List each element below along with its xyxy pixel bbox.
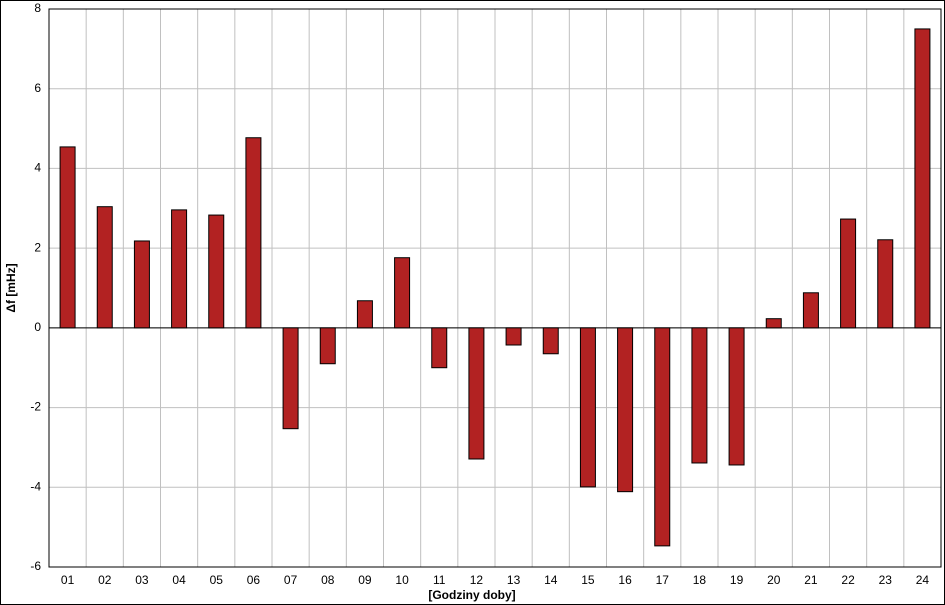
x-tick-label: 14: [544, 573, 558, 587]
x-tick-label: 09: [358, 573, 372, 587]
y-tick-label: 0: [34, 320, 41, 334]
x-tick-label: 15: [581, 573, 595, 587]
x-tick-label: 13: [507, 573, 521, 587]
bar: [542, 327, 559, 355]
x-tick-label: 07: [284, 573, 298, 587]
y-tick-label: -2: [30, 400, 41, 414]
y-tick-label: -6: [30, 559, 41, 573]
bar: [840, 218, 857, 329]
x-tick-label: 04: [172, 573, 186, 587]
bar: [728, 327, 745, 466]
bar: [765, 318, 782, 329]
x-tick-label: 21: [804, 573, 818, 587]
x-tick-label: 16: [618, 573, 632, 587]
bar: [877, 239, 894, 329]
x-tick-label: 19: [730, 573, 744, 587]
bar: [431, 327, 448, 369]
bar: [914, 28, 931, 329]
bar: [282, 327, 299, 430]
bar: [59, 146, 76, 329]
bar: [468, 327, 485, 460]
x-tick-label: 11: [433, 573, 446, 587]
bar: [96, 206, 113, 329]
bar: [654, 327, 671, 547]
y-tick-label: 6: [34, 81, 41, 95]
bar: [171, 209, 188, 329]
y-tick-label: 2: [34, 240, 41, 254]
x-tick-label: 12: [470, 573, 484, 587]
x-tick-label: 24: [916, 573, 930, 587]
x-tick-label: 20: [767, 573, 781, 587]
bar: [245, 137, 262, 329]
bar: [319, 327, 336, 365]
x-tick-label: 23: [879, 573, 893, 587]
bar: [208, 214, 225, 329]
x-tick-label: 02: [98, 573, 112, 587]
x-tick-label: 08: [321, 573, 335, 587]
x-axis-title: [Godziny doby]: [428, 588, 515, 602]
bar: [691, 327, 708, 464]
plot-border: [48, 8, 942, 568]
x-tick-label: 05: [210, 573, 224, 587]
y-axis-title: Δf [mHz]: [4, 263, 18, 312]
y-tick-label: 4: [34, 161, 41, 175]
x-tick-label: 18: [693, 573, 707, 587]
bar: [617, 327, 634, 493]
x-tick-label: 01: [61, 573, 75, 587]
y-tick-label: 8: [34, 1, 41, 15]
bar: [505, 327, 522, 346]
x-tick-label: 03: [135, 573, 149, 587]
bar: [802, 292, 819, 329]
bar: [394, 257, 411, 329]
x-tick-label: 17: [656, 573, 670, 587]
bar: [133, 240, 150, 329]
y-tick-label: -4: [30, 479, 41, 493]
bar: [356, 300, 373, 329]
x-tick-label: 06: [247, 573, 261, 587]
x-tick-label: 10: [395, 573, 409, 587]
bar: [579, 327, 596, 488]
x-tick-label: 22: [841, 573, 855, 587]
